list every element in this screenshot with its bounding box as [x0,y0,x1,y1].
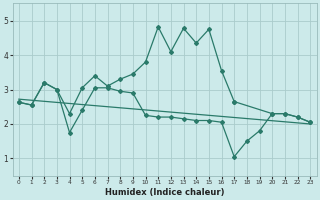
X-axis label: Humidex (Indice chaleur): Humidex (Indice chaleur) [105,188,224,197]
